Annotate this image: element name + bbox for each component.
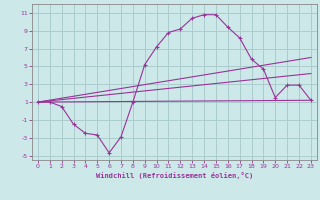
X-axis label: Windchill (Refroidissement éolien,°C): Windchill (Refroidissement éolien,°C) [96, 172, 253, 179]
